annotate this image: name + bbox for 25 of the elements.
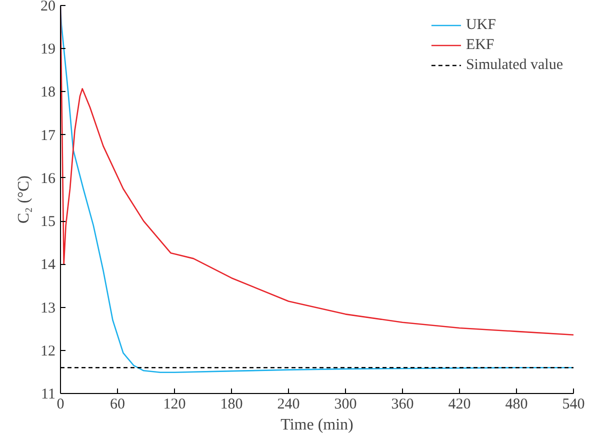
legend-label: UKF	[466, 16, 496, 34]
y-tick-label: 11	[41, 386, 56, 402]
y-tick-label: 19	[40, 42, 56, 58]
y-tick-label: 17	[40, 128, 56, 144]
x-tick-label: 60	[110, 396, 125, 412]
x-tick-label: 480	[505, 396, 528, 412]
x-tick-label: 300	[334, 396, 357, 412]
x-tick-label: 420	[448, 396, 471, 412]
legend-label: Simulated value	[466, 56, 563, 74]
x-tick-label: 180	[220, 396, 243, 412]
y-axis-title: C₂ (°C)	[16, 176, 32, 224]
y-tick-label: 18	[40, 84, 56, 101]
y-tick-label: 20	[40, 0, 56, 14]
y-tick-label: 14	[40, 257, 56, 274]
x-tick-label: 120	[163, 396, 186, 412]
y-tick-label: 15	[40, 214, 56, 230]
y-tick-label: 16	[40, 170, 56, 187]
x-tick-label: 240	[277, 396, 300, 412]
y-tick-label: 13	[40, 300, 56, 316]
x-tick-label: 540	[562, 396, 585, 412]
x-axis-title: Time (min)	[280, 416, 354, 434]
x-tick-label: 360	[391, 396, 414, 412]
x-tick-label: 0	[56, 396, 64, 412]
y-tick-label: 12	[40, 343, 56, 360]
legend-label: EKF	[466, 36, 494, 54]
